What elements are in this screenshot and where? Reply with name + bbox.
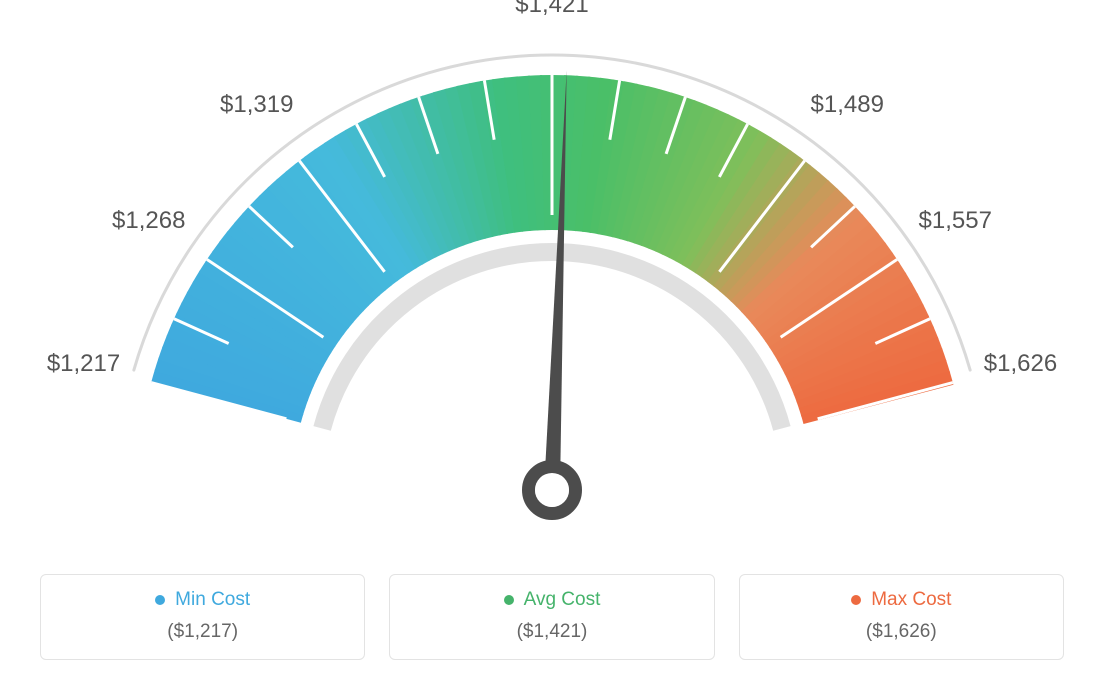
legend-row: Min Cost ($1,217) Avg Cost ($1,421) Max … — [40, 574, 1064, 660]
legend-value-min: ($1,217) — [51, 621, 354, 643]
legend-title-min: Min Cost — [51, 589, 354, 611]
legend-value-max: ($1,626) — [750, 621, 1053, 643]
legend-card-min: Min Cost ($1,217) — [40, 574, 365, 660]
legend-dot-max — [851, 595, 861, 605]
legend-label-avg: Avg Cost — [524, 589, 601, 611]
tick-label: $1,489 — [811, 91, 884, 119]
legend-title-max: Max Cost — [750, 589, 1053, 611]
legend-label-min: Min Cost — [175, 589, 250, 611]
tick-label: $1,626 — [984, 350, 1057, 378]
tick-label: $1,268 — [112, 207, 185, 235]
cost-gauge-chart: $1,217 $1,268 $1,319 $1,421 $1,489 $1,557 $1,6… — [0, 0, 1104, 690]
legend-dot-avg — [504, 595, 514, 605]
tick-label: $1,557 — [919, 207, 992, 235]
legend-title-avg: Avg Cost — [400, 589, 703, 611]
gauge-svg — [0, 0, 1104, 560]
tick-label: $1,421 — [515, 0, 588, 19]
gauge-area: $1,217 $1,268 $1,319 $1,421 $1,489 $1,557 $1,6… — [0, 0, 1104, 560]
tick-label: $1,217 — [47, 350, 120, 378]
legend-card-max: Max Cost ($1,626) — [739, 574, 1064, 660]
legend-label-max: Max Cost — [871, 589, 951, 611]
legend-dot-min — [155, 595, 165, 605]
legend-card-avg: Avg Cost ($1,421) — [389, 574, 714, 660]
tick-label: $1,319 — [220, 91, 293, 119]
legend-value-avg: ($1,421) — [400, 621, 703, 643]
